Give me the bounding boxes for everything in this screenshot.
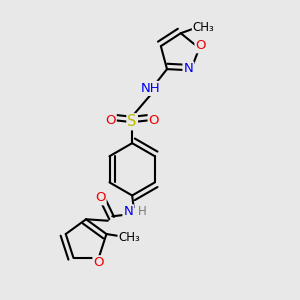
- Text: O: O: [196, 39, 206, 52]
- Text: N: N: [123, 205, 133, 218]
- Text: O: O: [148, 114, 159, 127]
- Text: O: O: [93, 256, 104, 269]
- Text: S: S: [128, 114, 137, 129]
- Text: H: H: [138, 205, 146, 218]
- Text: CH₃: CH₃: [118, 231, 140, 244]
- Text: CH₃: CH₃: [193, 21, 214, 34]
- Text: NH: NH: [141, 82, 160, 95]
- Text: N: N: [184, 62, 193, 75]
- Text: O: O: [105, 114, 116, 127]
- Text: O: O: [95, 191, 106, 204]
